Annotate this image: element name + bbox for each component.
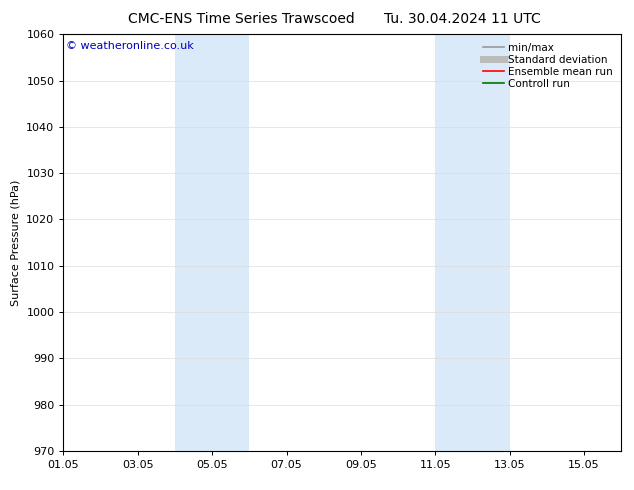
- Bar: [436, 34, 510, 451]
- Legend: min/max, Standard deviation, Ensemble mean run, Controll run: min/max, Standard deviation, Ensemble me…: [480, 40, 616, 92]
- Text: © weatheronline.co.uk: © weatheronline.co.uk: [66, 41, 194, 50]
- Bar: [175, 34, 249, 451]
- Text: Tu. 30.04.2024 11 UTC: Tu. 30.04.2024 11 UTC: [384, 12, 541, 26]
- Y-axis label: Surface Pressure (hPa): Surface Pressure (hPa): [11, 179, 21, 306]
- Text: CMC-ENS Time Series Trawscoed: CMC-ENS Time Series Trawscoed: [127, 12, 354, 26]
